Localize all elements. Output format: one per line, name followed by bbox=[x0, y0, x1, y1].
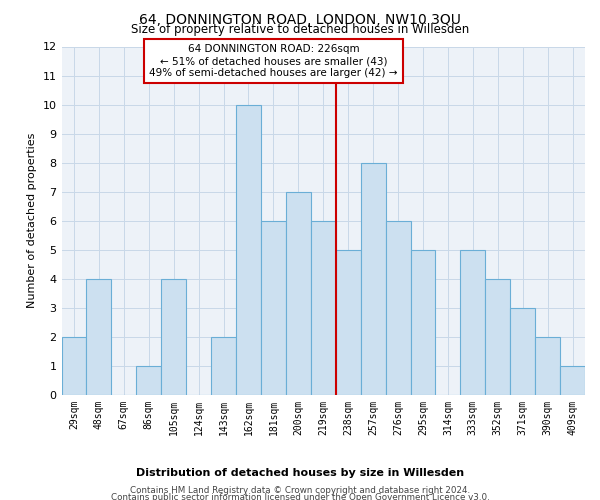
Bar bbox=[386, 220, 410, 395]
Bar bbox=[261, 220, 286, 395]
Text: Contains HM Land Registry data © Crown copyright and database right 2024.: Contains HM Land Registry data © Crown c… bbox=[130, 486, 470, 495]
Bar bbox=[485, 279, 510, 395]
Text: 64 DONNINGTON ROAD: 226sqm
← 51% of detached houses are smaller (43)
49% of semi: 64 DONNINGTON ROAD: 226sqm ← 51% of deta… bbox=[149, 44, 398, 78]
Bar bbox=[510, 308, 535, 395]
Text: 64, DONNINGTON ROAD, LONDON, NW10 3QU: 64, DONNINGTON ROAD, LONDON, NW10 3QU bbox=[139, 12, 461, 26]
Bar bbox=[361, 162, 386, 395]
Bar bbox=[236, 104, 261, 395]
Bar bbox=[62, 337, 86, 395]
Text: Contains public sector information licensed under the Open Government Licence v3: Contains public sector information licen… bbox=[110, 494, 490, 500]
Text: Distribution of detached houses by size in Willesden: Distribution of detached houses by size … bbox=[136, 468, 464, 477]
Bar bbox=[136, 366, 161, 395]
Bar bbox=[535, 337, 560, 395]
Bar bbox=[336, 250, 361, 395]
Bar bbox=[86, 279, 112, 395]
Y-axis label: Number of detached properties: Number of detached properties bbox=[27, 133, 37, 308]
Bar bbox=[311, 220, 336, 395]
Bar bbox=[286, 192, 311, 395]
Bar bbox=[211, 337, 236, 395]
Bar bbox=[460, 250, 485, 395]
Bar bbox=[560, 366, 585, 395]
Bar bbox=[410, 250, 436, 395]
Text: Size of property relative to detached houses in Willesden: Size of property relative to detached ho… bbox=[131, 22, 469, 36]
Bar bbox=[161, 279, 186, 395]
